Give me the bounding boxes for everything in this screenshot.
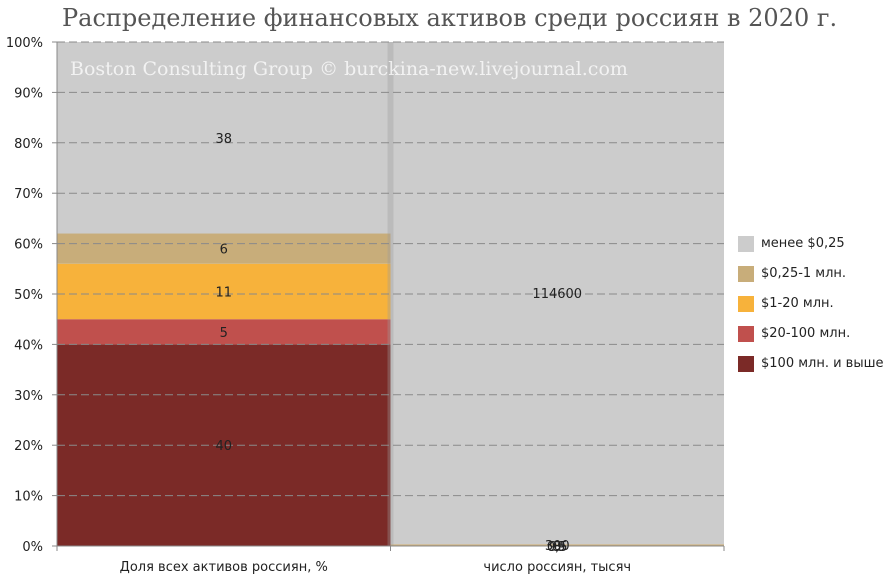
x-tick-label: Доля всех активов россиян, % [120,560,328,575]
bar-segment [57,263,391,320]
bar-segment [57,42,391,234]
y-tick-label: 30% [14,389,43,404]
watermark: Boston Consulting Group © burckina-new.l… [70,58,628,80]
bar-segment [390,544,724,546]
data-label: 300 [545,539,570,554]
y-tick-label: 100% [6,36,43,51]
bar-segment [390,42,724,545]
legend-swatch [738,295,754,312]
data-label: 3 [553,540,561,555]
legend-label: $20-100 млн. [761,326,851,341]
legend-item: менее $0,25 [738,235,884,252]
chart-legend: менее $0,25 $0,25-1 млн. $1-20 млн. $20-100… [738,235,884,386]
chart-title: Распределение финансовых активов среди р… [62,4,838,32]
x-tick-label: число россиян, тысяч [483,560,631,575]
y-tick-label: 0% [22,540,43,555]
y-tick-label: 70% [14,187,43,202]
data-label: 114600 [532,287,582,302]
y-tick-label: 20% [14,439,43,454]
legend-swatch [738,325,754,342]
legend-label: $0,25-1 млн. [761,266,847,281]
y-tick-label: 40% [14,338,43,353]
legend-item: $0,25-1 млн. [738,265,884,282]
y-tick-label: 60% [14,238,43,253]
legend-label: $100 млн. и выше [761,356,884,371]
bar-segment [57,233,391,264]
y-tick-label: 90% [14,86,43,101]
legend-swatch [738,265,754,282]
legend-item: $1-20 млн. [738,295,884,312]
data-label: 38 [215,132,232,147]
y-tick-label: 50% [14,288,43,303]
legend-swatch [738,355,754,372]
y-tick-label: 10% [14,490,43,505]
legend-item: $20-100 млн. [738,325,884,342]
bar-separator-shadow [387,42,394,546]
data-label: 0,5 [547,540,568,555]
legend-label: менее $0,25 [761,236,845,251]
legend-label: $1-20 млн. [761,296,834,311]
data-label: 99 [549,540,566,555]
data-label: 6 [220,243,228,258]
data-label: 40 [215,439,232,454]
data-label: 5 [220,326,228,341]
legend-item: $100 млн. и выше [738,355,884,372]
legend-swatch [738,235,754,252]
y-tick-label: 80% [14,137,43,152]
bar-segment [57,319,391,345]
data-label: 11 [215,285,232,300]
